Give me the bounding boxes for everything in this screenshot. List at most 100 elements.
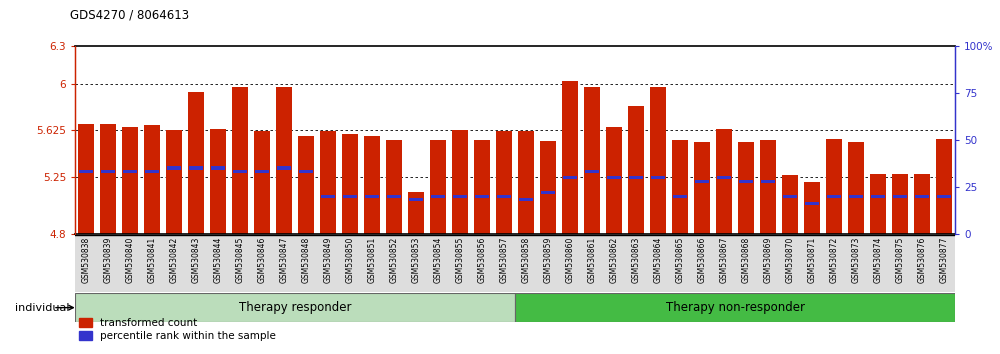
Text: GSM530846: GSM530846 [258,237,266,284]
Bar [144,125,160,234]
Bar [233,170,247,173]
Text: GSM530871: GSM530871 [808,237,816,283]
Bar [673,195,687,198]
Bar [585,170,599,173]
Bar [629,176,643,179]
Bar [893,195,907,198]
Text: GSM530875: GSM530875 [896,237,904,284]
Bar [255,170,269,173]
Text: individual: individual [15,303,70,313]
Bar [606,127,622,234]
Bar [75,293,515,322]
Bar [277,166,291,170]
Legend: transformed count, percentile rank within the sample: transformed count, percentile rank withi… [75,314,280,345]
Bar [871,195,885,198]
Bar [211,166,225,170]
Text: GSM530853: GSM530853 [412,237,420,284]
Bar [937,195,951,198]
Bar [804,182,820,234]
Bar [452,130,468,234]
Bar [100,124,116,234]
Bar [298,136,314,234]
Text: GSM530843: GSM530843 [192,237,200,284]
Bar [79,170,93,173]
Text: GSM530850: GSM530850 [346,237,354,284]
Bar [695,179,709,183]
Bar [607,176,621,179]
Text: GSM530866: GSM530866 [698,237,706,284]
Text: GSM530867: GSM530867 [720,237,728,284]
Bar [365,195,379,198]
Bar [936,138,952,234]
Text: GSM530840: GSM530840 [126,237,134,284]
Bar [914,173,930,234]
Bar [739,179,753,183]
Bar [519,198,533,201]
Text: GSM530855: GSM530855 [456,237,464,284]
Bar [518,131,534,234]
Bar [78,124,94,234]
Bar [892,173,908,234]
Text: GSM530841: GSM530841 [148,237,156,283]
Text: GSM530839: GSM530839 [104,237,112,284]
Text: GSM530849: GSM530849 [324,237,332,284]
Text: GSM530865: GSM530865 [676,237,684,284]
Bar [299,170,313,173]
Text: Therapy responder: Therapy responder [239,301,351,314]
Bar [408,192,424,234]
Bar [650,87,666,234]
Bar [431,195,445,198]
Text: GSM530844: GSM530844 [214,237,222,284]
Bar [760,140,776,234]
Text: GSM530842: GSM530842 [170,237,178,283]
Text: GSM530873: GSM530873 [852,237,860,284]
Bar [232,87,248,234]
Bar [783,195,797,198]
Bar [386,140,402,234]
Bar [188,92,204,234]
Bar [320,131,336,234]
Bar [321,195,335,198]
Bar [166,130,182,234]
Bar [343,195,357,198]
Text: GSM530856: GSM530856 [478,237,486,284]
Text: GSM530848: GSM530848 [302,237,310,283]
Bar [761,179,775,183]
Bar [409,198,423,201]
Bar [210,129,226,234]
Text: GSM530877: GSM530877 [940,237,948,284]
Text: Therapy non-responder: Therapy non-responder [666,301,804,314]
Text: GSM530870: GSM530870 [786,237,794,284]
Text: GSM530872: GSM530872 [830,237,838,283]
Bar [276,87,292,234]
Text: GSM530852: GSM530852 [390,237,398,283]
Bar [387,195,401,198]
Bar [782,175,798,234]
Bar [496,131,512,234]
Bar [848,142,864,234]
Bar [364,136,380,234]
Text: GSM530851: GSM530851 [368,237,376,283]
Bar [716,129,732,234]
Bar [738,142,754,234]
Text: GSM530861: GSM530861 [588,237,596,283]
Text: GSM530857: GSM530857 [500,237,509,284]
Bar [167,166,181,170]
Text: GSM530862: GSM530862 [610,237,618,283]
Bar [915,195,929,198]
Bar [430,140,446,234]
Bar [123,170,137,173]
Bar [584,87,600,234]
Text: GSM530876: GSM530876 [918,237,926,284]
Text: GSM530860: GSM530860 [566,237,574,284]
Bar [475,195,489,198]
Bar [541,191,555,194]
Text: GSM530868: GSM530868 [742,237,750,283]
Text: GSM530859: GSM530859 [544,237,552,284]
Bar [515,293,955,322]
Bar [145,170,159,173]
Bar [122,127,138,234]
Bar [827,195,841,198]
Bar [826,138,842,234]
Bar [189,166,203,170]
